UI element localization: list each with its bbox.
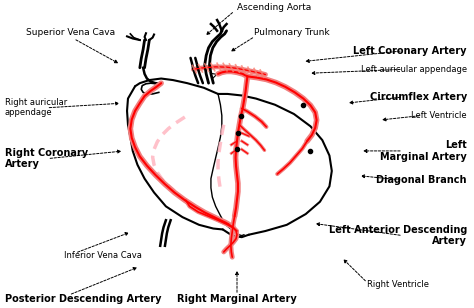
Text: Left Anterior Descending
Artery: Left Anterior Descending Artery bbox=[328, 225, 467, 246]
Text: Pulmonary Trunk: Pulmonary Trunk bbox=[254, 28, 329, 37]
Text: Left Ventricle: Left Ventricle bbox=[411, 111, 467, 120]
Text: Right Coronary
Artery: Right Coronary Artery bbox=[5, 148, 88, 169]
Text: Superior Vena Cava: Superior Vena Cava bbox=[26, 28, 115, 37]
Text: Right auricular
appendage: Right auricular appendage bbox=[5, 98, 67, 117]
Text: Right Marginal Artery: Right Marginal Artery bbox=[177, 294, 297, 304]
Text: Circumflex Artery: Circumflex Artery bbox=[370, 92, 467, 102]
Text: Left Coronary Artery: Left Coronary Artery bbox=[354, 46, 467, 56]
Text: Diagonal Branch: Diagonal Branch bbox=[376, 175, 467, 185]
Text: Ascending Aorta: Ascending Aorta bbox=[237, 3, 311, 12]
Text: Right Ventricle: Right Ventricle bbox=[367, 280, 429, 290]
Text: Left auricular appendage: Left auricular appendage bbox=[361, 65, 467, 74]
Text: Posterior Descending Artery: Posterior Descending Artery bbox=[5, 294, 161, 304]
Text: Left
Marginal Artery: Left Marginal Artery bbox=[380, 140, 467, 162]
Text: Inferior Vena Cava: Inferior Vena Cava bbox=[64, 251, 142, 260]
